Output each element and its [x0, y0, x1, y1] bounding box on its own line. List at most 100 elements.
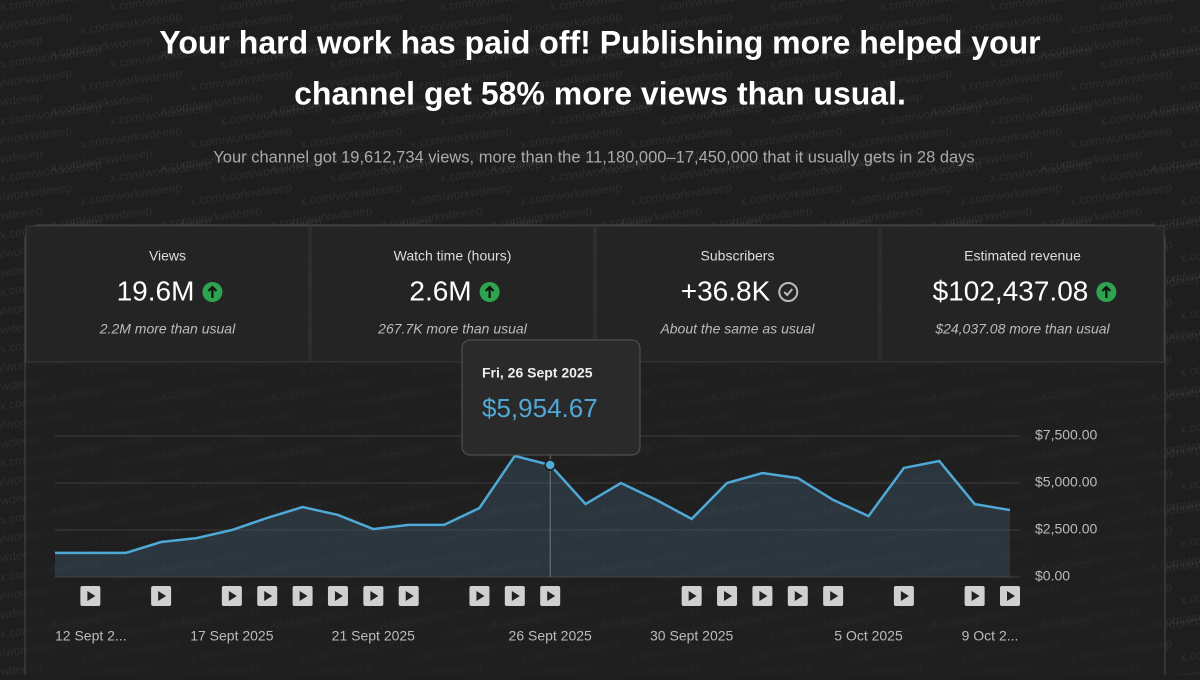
- metric-note: 2.2M more than usual: [99, 321, 236, 337]
- video-marker-icon: [370, 591, 379, 601]
- video-marker-icon: [971, 591, 980, 601]
- x-tick-label: 9 Oct 2...: [962, 628, 1019, 644]
- metric-value: 19.6M: [117, 275, 195, 306]
- watermark: x.com/workwdeeep: [519, 180, 623, 208]
- video-marker-icon: [724, 591, 733, 601]
- watermark: x.com/workwdeeep: [189, 66, 293, 94]
- video-marker-icon: [511, 591, 520, 601]
- watermark: x.com/workwdeeep: [79, 180, 183, 208]
- watermark: x.com/workwdeeep: [409, 123, 513, 151]
- up-icon-arrow: [207, 285, 218, 298]
- metrics: Views 19.6M 2.2M more than usual Watch time…: [25, 225, 1165, 363]
- metric-tile[interactable]: [25, 225, 310, 363]
- video-marker-icon: [228, 591, 237, 601]
- watermark: x.com/workwdeeep: [959, 123, 1063, 151]
- watermark: x.com/workwdeeep: [629, 123, 733, 151]
- metric-note: $24,037.08 more than usual: [934, 321, 1110, 337]
- watermark: x.com/workwdeeep: [849, 123, 953, 151]
- same-icon-check: [783, 288, 794, 297]
- watermark: x.com/workwdeeep: [739, 123, 843, 151]
- watermark: x.com/workwdeeep: [849, 180, 953, 208]
- hover-point: [544, 459, 556, 471]
- video-marker-icon: [1007, 591, 1015, 601]
- x-tick-label: 21 Sept 2025: [332, 628, 416, 644]
- video-marker-icon: [476, 591, 485, 601]
- tooltip-value: $5,954.67: [482, 393, 598, 423]
- video-marker-icon: [264, 591, 273, 601]
- watermark: x.com/workwdeeep: [959, 180, 1063, 208]
- watermark: x.com/workwdeeep: [1179, 351, 1200, 379]
- metric-value: +36.8K: [681, 275, 771, 306]
- watermark: x.com/workwdeeep: [1179, 465, 1200, 493]
- watermark: x.com/workwdeeep: [299, 123, 403, 151]
- watermark: x.com/workwdeeep: [1069, 180, 1173, 208]
- watermark: x.com/workwdeeep: [1069, 9, 1173, 37]
- same-icon: [778, 282, 799, 302]
- video-marker-icon: [158, 591, 167, 601]
- metric-value: 2.6M: [409, 275, 471, 306]
- watermark: x.com/workwdeeep: [1179, 237, 1200, 265]
- watermark: x.com/workwdeeep: [189, 123, 293, 151]
- video-marker-icon: [87, 591, 96, 601]
- x-tick-label: 5 Oct 2025: [834, 628, 903, 644]
- watermark: x.com/workwdeeep: [189, 180, 293, 208]
- y-tick-label: $2,500.00: [1035, 521, 1097, 537]
- headline: Your hard work has paid off! Publishing …: [159, 24, 1040, 60]
- tooltip: [461, 339, 641, 456]
- x-tick-label: 12 Sept 2...: [55, 628, 127, 644]
- watermark: x.com/workwdeeep: [1179, 579, 1200, 607]
- video-marker-icon: [794, 591, 803, 601]
- video-marker-icon: [688, 591, 697, 601]
- x-tick-label: 17 Sept 2025: [190, 628, 274, 644]
- watermark: x.com/workwdeeep: [1179, 66, 1200, 94]
- watermark: x.com/workwdeeep: [519, 123, 623, 151]
- watermark: x.com/workwdeeep: [1179, 9, 1200, 37]
- watermark: x.com/workwdeeep: [1069, 66, 1173, 94]
- watermark: x.com/workwdeeep: [1069, 123, 1173, 151]
- watermark: x.com/workwdeeep: [1179, 123, 1200, 151]
- watermark: x.com/workwdeeep: [1179, 636, 1200, 664]
- metric-tile[interactable]: [880, 225, 1165, 363]
- watermark: x.com/workwdeeep: [629, 180, 733, 208]
- watermark: x.com/workwdeeep: [1179, 408, 1200, 436]
- video-marker-icon: [830, 591, 839, 601]
- video-marker-icon: [547, 591, 556, 601]
- x-tick-label: 26 Sept 2025: [509, 628, 593, 644]
- video-marker-icon: [900, 591, 909, 601]
- metric-label: Estimated revenue: [964, 248, 1081, 264]
- watermark: x.com/workwdeeep: [1179, 180, 1200, 208]
- area: [55, 455, 1010, 577]
- video-marker-icon: [759, 591, 768, 601]
- y-tick-label: $0.00: [1035, 568, 1070, 584]
- watermark: x.com/workwdeeep: [299, 180, 403, 208]
- metric-value: $102,437.08: [933, 275, 1089, 306]
- watermark: x.com/workwdeeep: [79, 123, 183, 151]
- line: [55, 454, 1011, 555]
- y-tick-label: $7,500.00: [1035, 427, 1097, 443]
- chart: $0.00 $2,500.00 $5,000.00 $7,500.00 Fri, 26 …: [55, 339, 1097, 644]
- y-tick-label: $5,000.00: [1035, 474, 1097, 490]
- watermark: x.com/workwdeeep: [1179, 294, 1200, 322]
- video-marker-icon: [334, 591, 343, 601]
- up-icon-arrow: [1101, 285, 1112, 298]
- watermark: x.com/workwdeeep: [79, 66, 183, 94]
- metric-label: Views: [149, 248, 186, 264]
- metric-label: Subscribers: [701, 248, 775, 264]
- metric-tile[interactable]: [595, 225, 880, 363]
- up-icon-arrow: [484, 285, 495, 298]
- watermark: x.com/workwdeeep: [409, 180, 513, 208]
- watermark: x.com/workwdeeep: [1179, 522, 1200, 550]
- metric-label: Watch time (hours): [394, 248, 512, 264]
- video-marker-icon: [299, 591, 308, 601]
- metric-note: About the same as usual: [659, 321, 815, 337]
- watermark: x.com/workwdeeep: [739, 180, 843, 208]
- watermark: x.com/workwdeeep: [959, 66, 1063, 94]
- video-marker-icon: [405, 591, 414, 601]
- metric-tile[interactable]: [310, 225, 595, 363]
- metric-note: 267.7K more than usual: [377, 321, 528, 337]
- x-tick-label: 30 Sept 2025: [650, 628, 734, 644]
- headline: channel get 58% more views than usual.: [294, 75, 906, 111]
- tooltip-date: Fri, 26 Sept 2025: [482, 365, 593, 381]
